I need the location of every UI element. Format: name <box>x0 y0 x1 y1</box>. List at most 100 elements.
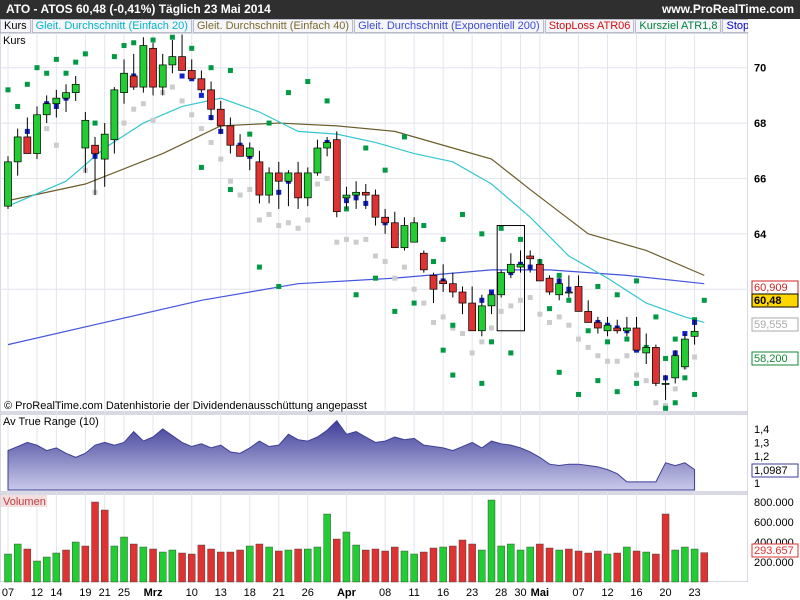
target-dot <box>614 389 620 395</box>
x-tick-label: 10 <box>186 587 198 599</box>
stoploss-dot <box>634 372 640 378</box>
stoploss-dot <box>663 403 669 409</box>
candle-body <box>652 347 660 384</box>
candle-body <box>603 324 612 332</box>
x-tick-label: 12 <box>601 587 613 599</box>
target-dot <box>576 391 582 397</box>
price-badge-box <box>751 293 799 308</box>
atr-area <box>7 419 696 491</box>
target-dot <box>63 70 69 76</box>
target-dot <box>663 355 669 361</box>
volume-bar <box>603 553 612 583</box>
candle-body <box>226 125 235 146</box>
volume-bar <box>536 543 544 583</box>
volume-bar <box>207 548 215 583</box>
target-dot <box>498 225 504 231</box>
tab-4[interactable]: StopLoss ATR06 <box>544 19 635 33</box>
footnote: © ProRealTime.com Datenhistorie der Divi… <box>4 400 367 412</box>
volume-tick-label: 600.000 <box>754 517 794 529</box>
candle-body <box>52 97 61 105</box>
volume-bar <box>313 546 322 583</box>
volume-bar <box>226 551 235 583</box>
volume-badge-label: 293.657 <box>754 545 794 557</box>
candle-body <box>477 305 486 332</box>
volume-bar <box>507 543 515 583</box>
x-tick-label: 16 <box>630 587 642 599</box>
target-dot <box>5 87 11 93</box>
candle-body <box>71 83 80 93</box>
target-dot <box>421 223 427 229</box>
volume-bar <box>468 543 476 583</box>
x-tick-label: 21 <box>99 587 111 599</box>
target-dot <box>92 120 98 126</box>
stoploss-dot <box>121 120 127 126</box>
stoploss-dot <box>44 126 50 132</box>
tab-5[interactable]: Kursziel ATR1,8 <box>635 19 722 33</box>
volume-bar <box>497 545 505 583</box>
x-tick-label: Mai <box>531 587 549 599</box>
target-dot <box>150 37 156 43</box>
candle-body <box>661 383 670 385</box>
x-tick-label: 23 <box>466 587 478 599</box>
candle-body <box>400 225 409 249</box>
stoploss-dot <box>624 353 630 359</box>
candle-body <box>158 64 167 88</box>
stoploss-dot <box>285 220 291 226</box>
volume-bar <box>4 553 12 583</box>
stoploss-dot <box>556 314 562 320</box>
candle-body <box>42 103 51 116</box>
stoploss-dot <box>237 192 243 198</box>
candle-body <box>197 78 206 91</box>
candle-body <box>506 263 515 273</box>
x-axis-area <box>0 582 800 600</box>
sma40-line <box>7 122 705 276</box>
candle-body <box>245 147 254 157</box>
tab-0[interactable]: Kurs <box>0 19 31 33</box>
tab-3[interactable]: Gleit. Durchschnitt (Exponentiell 200) <box>354 19 544 33</box>
volume-bar <box>246 545 254 583</box>
atr-series <box>7 419 696 491</box>
volume-bar <box>661 513 670 583</box>
volume-bar <box>439 546 447 583</box>
target-dot <box>392 308 398 314</box>
stoploss-dot <box>566 322 572 328</box>
volume-bar <box>168 549 177 583</box>
target-dot <box>508 350 514 356</box>
volume-bar <box>371 548 380 583</box>
candle-body <box>23 136 32 154</box>
volume-bar <box>178 552 186 583</box>
volume-bar <box>284 549 293 583</box>
volume-bar <box>342 531 351 583</box>
candle-body <box>584 311 593 323</box>
volume-bar <box>623 546 631 583</box>
stoploss-dot <box>459 331 465 337</box>
target-dot <box>34 65 40 71</box>
volume-bar <box>188 553 196 583</box>
target-dot <box>430 259 436 265</box>
x-tick-label: 19 <box>79 587 91 599</box>
tab-1[interactable]: Gleit. Durchschnitt (Einfach 20) <box>31 19 192 33</box>
x-tick-label: 18 <box>244 587 256 599</box>
volume-bar <box>458 539 467 583</box>
target-dot <box>266 120 272 126</box>
candle-body <box>110 89 119 141</box>
stoploss-dot <box>653 400 659 406</box>
target-dot <box>227 187 233 193</box>
stoploss-dot <box>305 217 311 223</box>
target-dot <box>479 231 485 237</box>
volume-bar <box>574 550 583 583</box>
tab-2[interactable]: Gleit. Durchschnitt (Einfach 40) <box>192 19 354 33</box>
volume-bar <box>487 499 496 583</box>
volume-bar <box>391 546 399 583</box>
candle-body <box>168 56 177 66</box>
tab-6[interactable]: StopBuy <box>722 19 748 33</box>
stoploss-dot <box>179 98 185 104</box>
candle-body <box>535 263 544 282</box>
x-tick-label: 11 <box>408 587 419 599</box>
volume-tick-label: 800.000 <box>754 497 794 509</box>
target-dot <box>411 300 417 306</box>
volume-title: Volumen <box>3 496 46 508</box>
stoploss-dot <box>343 236 349 242</box>
atr-badge-box <box>751 463 799 478</box>
x-tick-label: 14 <box>50 587 62 599</box>
